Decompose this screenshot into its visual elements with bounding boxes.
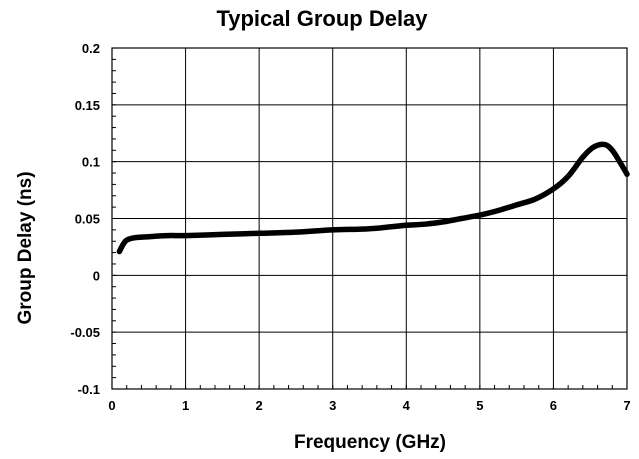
y-tick-label: 0 [93, 268, 100, 283]
y-tick-label: -0.1 [78, 382, 100, 397]
x-axis-label: Frequency (GHz) [294, 432, 446, 453]
y-tick-labels: -0.1 -0.05 0 0.05 0.1 0.15 0.2 [70, 41, 100, 397]
x-tick-label: 6 [550, 398, 557, 413]
y-tick-label: 0.1 [82, 155, 100, 170]
group-delay-series-line [116, 141, 630, 255]
x-tick-label: 5 [476, 398, 483, 413]
y-tick-label: -0.05 [70, 325, 100, 340]
x-tick-label: 1 [182, 398, 189, 413]
grid-lines [111, 47, 628, 390]
x-tick-label: 0 [108, 398, 115, 413]
x-tick-label: 7 [623, 398, 630, 413]
y-tick-label: 0.2 [82, 41, 100, 56]
plot-area [111, 47, 628, 390]
y-tick-label: 0.05 [75, 212, 100, 227]
x-tick-labels: 0 1 2 3 4 5 6 7 [108, 398, 630, 413]
chart-title: Typical Group Delay [216, 6, 428, 31]
y-axis-label: Group Delay (ns) [15, 171, 36, 324]
x-tick-label: 4 [403, 398, 411, 413]
x-tick-label: 3 [329, 398, 336, 413]
y-tick-label: 0.15 [75, 98, 100, 113]
x-tick-label: 2 [256, 398, 263, 413]
